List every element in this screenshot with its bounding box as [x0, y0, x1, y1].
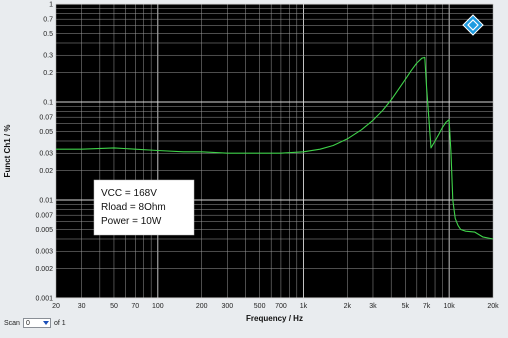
x-tick-label: 1k	[300, 303, 308, 310]
scan-label: Scan	[4, 319, 20, 327]
scan-bar: Scan 0 of 1	[4, 316, 66, 330]
y-tick-label: 0.2	[43, 70, 53, 77]
annotation-line-vcc: VCC = 168V	[101, 188, 157, 199]
y-axis-label: Funct Ch1 / %	[3, 125, 12, 178]
annotation-background	[93, 179, 195, 236]
y-axis-ticks: 1 0.7 0.5 0.3 0.2 0.1 0.07 0.05 0.03 0.02 0.01 0.00…	[35, 2, 53, 303]
annotation-line-power: Power = 10W	[101, 216, 162, 227]
scan-select[interactable]: 0	[22, 318, 51, 328]
x-tick-label: 20	[52, 303, 60, 310]
series-layer	[56, 56, 494, 240]
x-tick-label: 10k	[444, 303, 456, 310]
y-tick-label: 0.01	[39, 198, 53, 205]
y-tick-label: 0.1	[43, 100, 53, 107]
y-tick-label: 0.007	[35, 213, 53, 220]
y-tick-label: 0.02	[39, 168, 53, 175]
y-tick-label: 1	[49, 2, 53, 9]
x-tick-label: 300	[221, 303, 233, 310]
x-tick-label: 30	[78, 303, 86, 310]
scan-suffix: of 1	[53, 319, 66, 327]
x-tick-label: 2k	[344, 303, 352, 310]
y-tick-label: 0.003	[35, 249, 53, 256]
annotation-box: VCC = 168V Rload = 8Ohm Power = 10W	[93, 179, 195, 236]
rohde-schwarz-diamond-icon	[462, 14, 484, 36]
x-axis-ticks: 20 30 50 70 100 200 300 500 700 1k 2k 3k 5k 7k 10k 20k	[52, 303, 499, 310]
y-tick-label: 0.05	[39, 129, 53, 136]
x-tick-label: 500	[254, 303, 266, 310]
x-tick-label: 50	[110, 303, 118, 310]
x-tick-label: 5k	[402, 303, 410, 310]
logo-diamond	[462, 14, 484, 36]
scan-value: 0	[25, 320, 30, 327]
x-tick-label: 3k	[369, 303, 377, 310]
y-tick-label: 0.005	[35, 227, 53, 234]
y-tick-label: 0.03	[39, 151, 53, 158]
y-tick-label: 0.001	[35, 296, 53, 303]
grid	[55, 3, 494, 299]
series-line	[56, 56, 494, 240]
x-tick-label: 70	[131, 303, 139, 310]
x-axis-label: Frequency / Hz	[246, 314, 303, 323]
annotation-line-rload: Rload = 8Ohm	[101, 202, 166, 213]
x-tick-label: 7k	[423, 303, 431, 310]
x-tick-label: 200	[196, 303, 208, 310]
x-tick-label: 20k	[487, 303, 499, 310]
x-tick-label: 700	[275, 303, 287, 310]
y-tick-label: 0.002	[35, 266, 53, 273]
y-tick-label: 0.07	[39, 115, 53, 122]
y-tick-label: 0.7	[43, 17, 53, 24]
y-tick-label: 0.5	[43, 31, 53, 38]
chevron-down-icon	[42, 321, 49, 325]
x-tick-label: 100	[152, 303, 164, 310]
y-tick-label: 0.3	[43, 53, 53, 60]
logo-inner	[467, 19, 479, 31]
plot-area	[56, 4, 493, 298]
